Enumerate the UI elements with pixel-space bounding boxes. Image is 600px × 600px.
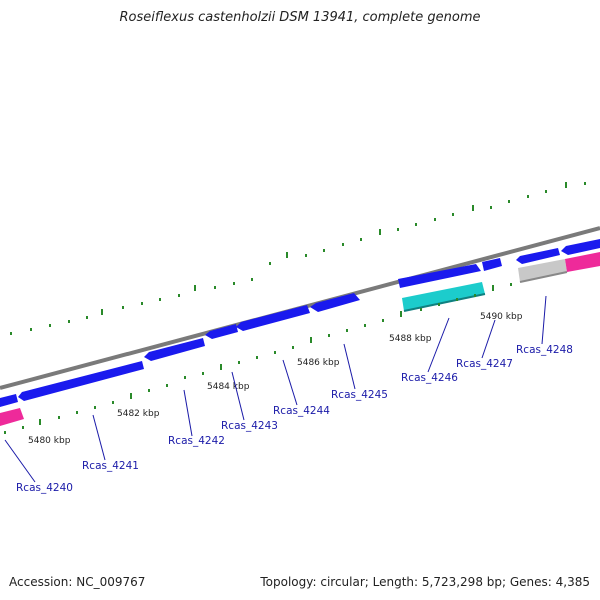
gene-label[interactable]: Rcas_4242: [168, 435, 225, 447]
gene-small-arrow[interactable]: [482, 258, 502, 271]
gene-rcas-4243-arrow[interactable]: [205, 324, 238, 339]
genome-summary-text: Topology: circular; Length: 5,723,298 bp…: [260, 575, 590, 589]
gene-label[interactable]: Rcas_4248: [516, 344, 573, 356]
kbp-labels: 5480 kbp 5482 kbp 5484 kbp 5486 kbp 5488…: [28, 312, 523, 446]
kbp-label: 5490 kbp: [480, 312, 523, 322]
pink-feature-left[interactable]: [0, 408, 24, 426]
gene-right-edge-arrow[interactable]: [561, 239, 600, 255]
gene-label[interactable]: Rcas_4241: [82, 460, 139, 472]
gene-rcas-4245-arrow[interactable]: [310, 293, 360, 312]
gene-rcas-4246-arrow[interactable]: [398, 264, 481, 288]
pink-feature-right[interactable]: [565, 252, 600, 272]
gene-rcas-4242-arrow[interactable]: [144, 338, 205, 361]
kbp-label: 5488 kbp: [389, 334, 432, 344]
gene-label[interactable]: Rcas_4247: [456, 358, 513, 370]
gene-labels: Rcas_4240 Rcas_4241 Rcas_4242 Rcas_4243 …: [16, 344, 573, 494]
kbp-label: 5486 kbp: [297, 358, 340, 368]
gene-label[interactable]: Rcas_4245: [331, 389, 388, 401]
gray-feature-rcas-4248[interactable]: [518, 259, 567, 282]
gene-rcas-4244-arrow[interactable]: [236, 305, 310, 331]
accession-text: Accession: NC_009767: [9, 575, 146, 589]
rna-feature-rcas-4247[interactable]: [402, 282, 485, 311]
gene-label[interactable]: Rcas_4243: [221, 420, 278, 432]
kbp-label: 5480 kbp: [28, 436, 71, 446]
outer-ticks: [10, 182, 586, 335]
gene-label[interactable]: Rcas_4246: [401, 372, 458, 384]
gene-label[interactable]: Rcas_4244: [273, 405, 330, 417]
kbp-label: 5482 kbp: [117, 409, 160, 419]
gene-label[interactable]: Rcas_4240: [16, 482, 73, 494]
gene-rcas-4240-arrow[interactable]: [0, 394, 18, 407]
gene-rcas-4248-arrow[interactable]: [516, 248, 560, 264]
gene-rcas-4241-arrow[interactable]: [18, 361, 144, 401]
inner-ticks: [4, 283, 512, 434]
label-leaders: [4, 295, 547, 483]
kbp-label: 5484 kbp: [207, 382, 250, 392]
forward-genes[interactable]: [0, 239, 600, 407]
map-title: Roseiflexus castenholzii DSM 13941, comp…: [119, 10, 481, 25]
reverse-features[interactable]: [0, 252, 600, 426]
